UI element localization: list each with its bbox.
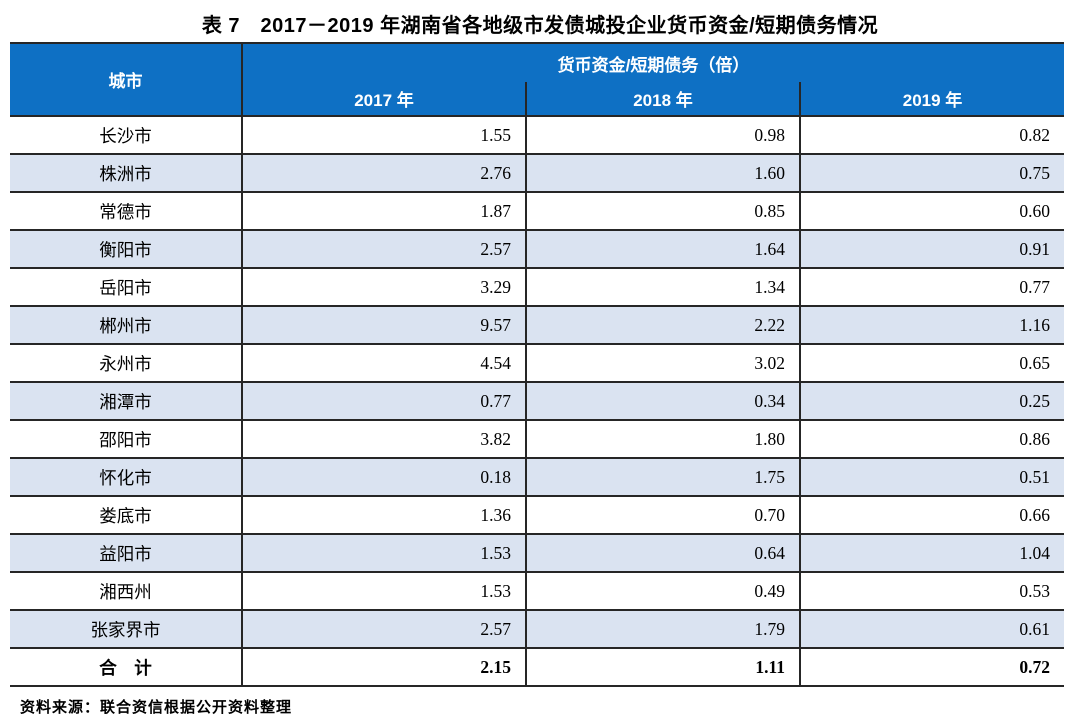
table-row: 永州市 4.54 3.02 0.65 [10,344,1065,382]
table-body: 长沙市 1.55 0.98 0.82 株洲市 2.76 1.60 0.75 常德市 1.87 0.8… [10,116,1065,686]
value-cell: 0.70 [525,496,800,534]
table-row: 常德市 1.87 0.85 0.60 [10,192,1065,230]
value-cell: 2.15 [241,648,526,686]
header-row-years: 2017 年 2018 年 2019 年 [10,82,1065,116]
table-row: 衡阳市 2.57 1.64 0.91 [10,230,1065,268]
city-cell: 衡阳市 [10,230,242,268]
value-cell: 2.57 [241,230,526,268]
table-row: 岳阳市 3.29 1.34 0.77 [10,268,1065,306]
city-cell: 湘潭市 [10,382,242,420]
value-cell: 1.53 [241,572,526,610]
value-cell: 0.91 [798,230,1065,268]
table-row: 怀化市 0.18 1.75 0.51 [10,458,1065,496]
city-cell: 常德市 [99,201,152,222]
city-cell: 长沙市 [99,125,152,146]
value-cell: 0.64 [525,534,800,572]
table-row: 娄底市 1.36 0.70 0.66 [10,496,1065,534]
column-header-2019: 2019 年 [798,82,1065,116]
value-cell: 3.82 [241,420,526,458]
source-note: 资料来源：联合资信根据公开资料整理 [20,700,293,716]
value-cell: 3.29 [241,268,526,306]
value-cell: 2.57 [241,610,526,648]
table-row: 张家界市 2.57 1.79 0.61 [10,610,1065,648]
value-cell: 0.85 [525,192,800,230]
value-cell: 1.04 [798,534,1065,572]
table-row: 长沙市 1.55 0.98 0.82 [10,116,1065,154]
value-cell: 9.57 [241,306,526,344]
value-cell: 0.86 [798,420,1065,458]
value-cell: 2.76 [241,154,526,192]
value-cell: 1.80 [525,420,800,458]
table-row: 湘西州 1.53 0.49 0.53 [10,572,1065,610]
city-cell: 邵阳市 [99,429,152,450]
value-cell: 0.98 [525,116,800,154]
city-cell: 益阳市 [10,534,242,572]
value-cell: 1.87 [241,192,526,230]
value-cell: 1.34 [525,268,800,306]
data-table: 城市 货币资金/短期债务（倍） 2017 年 2018 年 2019 年 长沙市… [10,42,1065,687]
value-cell: 1.79 [525,610,800,648]
value-cell: 0.75 [798,154,1065,192]
value-cell: 3.02 [525,344,800,382]
value-cell: 1.36 [241,496,526,534]
value-cell: 0.49 [525,572,800,610]
value-cell: 0.72 [798,648,1065,686]
table-row: 湘潭市 0.77 0.34 0.25 [10,382,1065,420]
city-cell: 永州市 [99,353,152,374]
value-cell: 0.34 [525,382,800,420]
city-cell: 合 计 [99,657,152,678]
city-cell: 娄底市 [99,505,152,526]
value-cell: 4.54 [241,344,526,382]
value-cell: 0.60 [798,192,1065,230]
value-cell: 0.77 [798,268,1065,306]
value-cell: 1.53 [241,534,526,572]
table-row: 邵阳市 3.82 1.80 0.86 [10,420,1065,458]
table-row: 合 计 2.15 1.11 0.72 [10,648,1065,686]
value-cell: 0.65 [798,344,1065,382]
table-row: 郴州市 9.57 2.22 1.16 [10,306,1065,344]
city-cell: 郴州市 [10,306,242,344]
table-row: 株洲市 2.76 1.60 0.75 [10,154,1065,192]
value-cell: 1.64 [525,230,800,268]
city-cell: 张家界市 [10,610,242,648]
column-header-city: 城市 [10,43,242,116]
value-cell: 0.61 [798,610,1065,648]
value-cell: 0.66 [798,496,1065,534]
value-cell: 1.11 [525,648,800,686]
column-group-header-ratio: 货币资金/短期债务（倍） [240,43,1065,82]
value-cell: 2.22 [525,306,800,344]
value-cell: 0.53 [798,572,1065,610]
city-cell: 湘西州 [99,581,152,602]
value-cell: 1.16 [798,306,1065,344]
table-row: 益阳市 1.53 0.64 1.04 [10,534,1065,572]
city-cell: 怀化市 [10,458,242,496]
header-row-group: 城市 货币资金/短期债务（倍） [10,43,1065,116]
value-cell: 0.25 [798,382,1065,420]
value-cell: 1.55 [241,116,526,154]
table-caption: 表 7 2017－2019 年湖南省各地级市发债城投企业货币资金/短期债务情况 [201,15,879,37]
value-cell: 1.75 [525,458,800,496]
value-cell: 0.18 [241,458,526,496]
column-header-2018: 2018 年 [525,82,800,116]
city-cell: 岳阳市 [99,277,152,298]
city-cell: 株洲市 [10,154,242,192]
column-header-2017: 2017 年 [241,82,526,116]
value-cell: 1.60 [525,154,800,192]
value-cell: 0.82 [798,116,1065,154]
value-cell: 0.77 [241,382,526,420]
value-cell: 0.51 [798,458,1065,496]
table-header: 城市 货币资金/短期债务（倍） 2017 年 2018 年 2019 年 [10,43,1065,116]
